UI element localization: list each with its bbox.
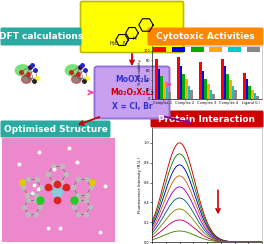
Bar xyxy=(177,57,180,99)
Bar xyxy=(234,90,237,99)
Y-axis label: Fluorescence Intensity (R.U.): Fluorescence Intensity (R.U.) xyxy=(138,157,142,213)
Y-axis label: % cell viability: % cell viability xyxy=(138,60,142,85)
Bar xyxy=(213,94,215,99)
FancyBboxPatch shape xyxy=(1,28,82,45)
Bar xyxy=(224,66,226,99)
Bar xyxy=(227,74,229,99)
Bar xyxy=(209,47,222,52)
Bar xyxy=(256,96,259,99)
Bar xyxy=(254,93,256,99)
Bar xyxy=(190,90,193,99)
Bar xyxy=(163,82,166,99)
Bar xyxy=(152,128,262,242)
Text: X = Cl, Br: X = Cl, Br xyxy=(112,102,152,111)
Bar xyxy=(205,79,207,99)
Ellipse shape xyxy=(21,75,32,84)
Text: N: N xyxy=(123,41,127,46)
FancyBboxPatch shape xyxy=(148,28,263,45)
Bar xyxy=(161,76,163,99)
Bar xyxy=(2,138,115,242)
Bar xyxy=(229,80,232,99)
Bar xyxy=(228,47,241,52)
Bar xyxy=(180,66,182,99)
Bar xyxy=(153,47,166,52)
Bar xyxy=(172,47,185,52)
Bar xyxy=(199,62,202,99)
Bar xyxy=(247,47,260,52)
Bar xyxy=(191,47,204,52)
Ellipse shape xyxy=(65,64,81,77)
Bar xyxy=(182,74,185,99)
Bar xyxy=(166,87,168,99)
Bar xyxy=(202,71,204,99)
Text: DFT calculations: DFT calculations xyxy=(0,32,83,41)
Bar xyxy=(188,85,190,99)
Bar xyxy=(152,46,262,99)
Bar xyxy=(155,60,158,99)
Text: MoOX₂L: MoOX₂L xyxy=(115,75,149,84)
FancyBboxPatch shape xyxy=(81,1,183,52)
FancyBboxPatch shape xyxy=(150,111,263,128)
Text: Mo₂O₃X₂L₂: Mo₂O₃X₂L₂ xyxy=(110,88,154,97)
Bar xyxy=(243,72,246,99)
Bar xyxy=(210,90,212,99)
Bar xyxy=(2,46,117,99)
Ellipse shape xyxy=(71,75,82,84)
Bar xyxy=(221,59,224,99)
Bar xyxy=(251,90,253,99)
Text: H: H xyxy=(132,36,136,41)
Bar xyxy=(207,84,210,99)
Ellipse shape xyxy=(15,64,31,77)
Bar xyxy=(158,69,160,99)
Text: Optimised Structure: Optimised Structure xyxy=(3,124,107,133)
Text: Cytotoxic Activities: Cytotoxic Activities xyxy=(156,32,255,41)
Bar xyxy=(246,79,248,99)
Bar xyxy=(248,85,251,99)
FancyBboxPatch shape xyxy=(1,121,111,138)
Text: Protein Interaction: Protein Interaction xyxy=(158,114,256,123)
Bar xyxy=(185,79,187,99)
Bar xyxy=(232,85,234,99)
Bar xyxy=(168,92,171,99)
FancyBboxPatch shape xyxy=(95,67,169,119)
Text: H₃C: H₃C xyxy=(110,41,119,46)
